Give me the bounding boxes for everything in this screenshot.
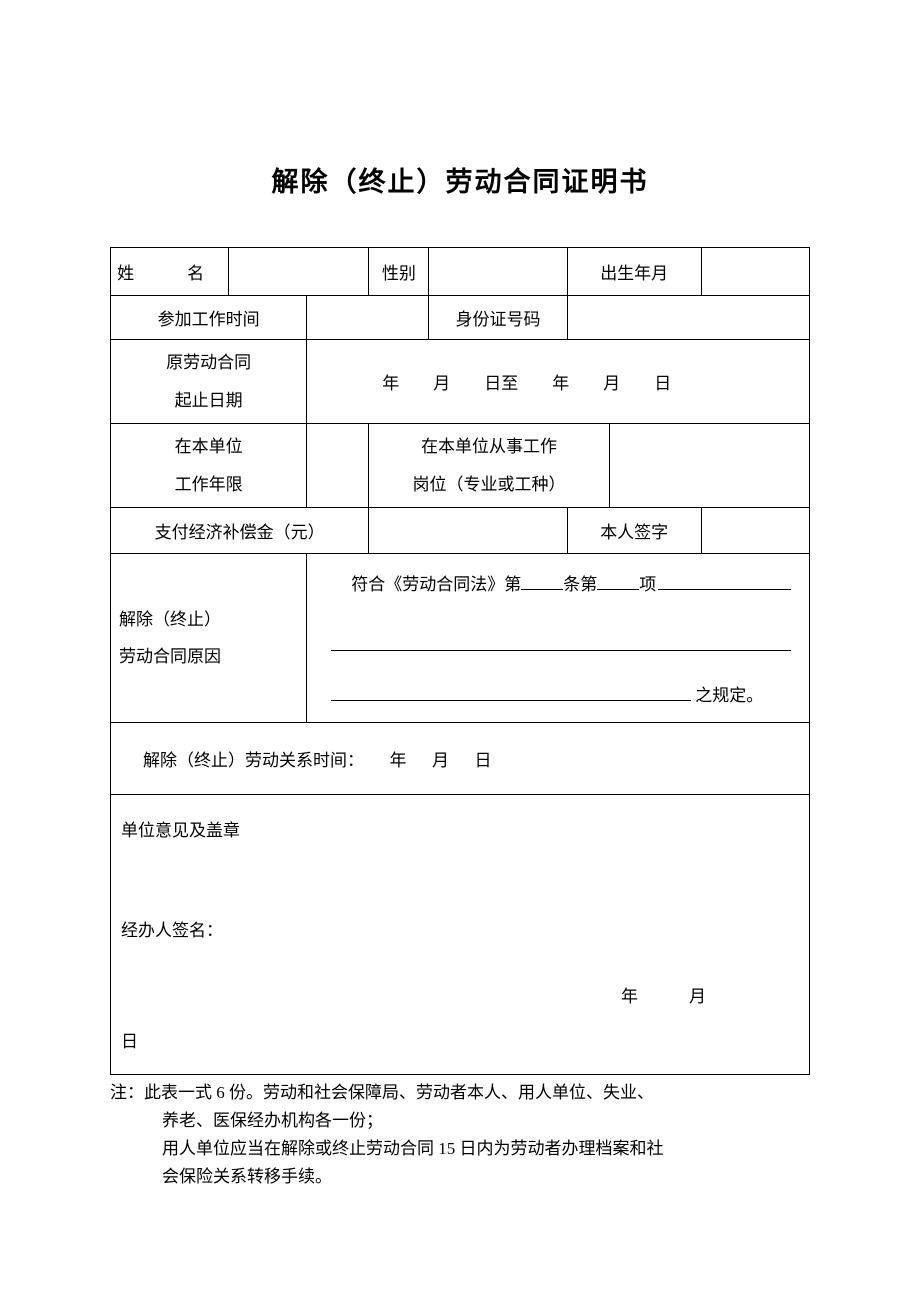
law-end: 之规定。 [695,681,763,706]
label-orig-contract-l1: 原劳动合同 [166,344,251,381]
stamp-day: 日 [121,1020,799,1064]
notes: 注：此表一式 6 份。劳动和社会保障局、劳动者本人、用人单位、失业、 养老、医保… [110,1079,810,1191]
field-gender[interactable] [429,248,567,296]
handler-label: 经办人签名： [121,909,799,953]
field-dob[interactable] [701,248,809,296]
label-join-date: 参加工作时间 [111,296,307,340]
field-id-no[interactable] [567,296,809,340]
blank-item[interactable] [597,572,639,590]
law-mid: 条第 [563,570,597,595]
label-compensation: 支付经济补偿金（元） [111,508,369,554]
stamp-date: 年 月 [121,975,799,1019]
field-join-date[interactable] [307,296,429,340]
label-position: 在本单位从事工作 岗位（专业或工种） [369,424,609,508]
label-gender: 性别 [369,248,429,296]
label-id-no: 身份证号码 [429,296,567,340]
label-dob: 出生年月 [567,248,701,296]
label-years-l1: 在本单位 [175,428,243,465]
law-prefix: 符合《劳动合同法》第 [351,570,521,595]
field-signature[interactable] [701,508,809,554]
blank-line[interactable] [331,623,791,651]
label-pos-l1: 在本单位从事工作 [421,428,557,465]
document-title: 解除（终止）劳动合同证明书 [110,160,810,199]
label-pos-l2: 岗位（专业或工种） [413,466,566,503]
label-orig-contract-l2: 起止日期 [175,382,243,419]
blank-tail[interactable] [658,572,791,590]
law-suffix: 项 [639,570,656,595]
label-name: 姓 名 [111,248,229,296]
label-years: 在本单位 工作年限 [111,424,307,508]
form-table: 姓 名 性别 出生年月 参加工作时间 身份证号码 原劳动合同 起止日期 年 月 … [110,247,810,1075]
field-termination-time[interactable]: 解除（终止）劳动关系时间： 年 月 日 [111,723,810,795]
blank-article[interactable] [521,572,563,590]
label-reason-l2: 劳动合同原因 [119,638,221,675]
label-reason-l1: 解除（终止） [119,601,221,638]
stamp-title: 单位意见及盖章 [121,809,799,853]
field-position[interactable] [609,424,809,508]
note-l3: 用人单位应当在解除或终止劳动合同 15 日内为劳动者办理档案和社 [110,1135,810,1163]
blank-line2[interactable] [331,683,691,701]
note-l4: 会保险关系转移手续。 [110,1163,810,1191]
field-name[interactable] [229,248,369,296]
note-l2: 养老、医保经办机构各一份； [110,1107,810,1135]
field-compensation[interactable] [369,508,567,554]
field-date-range[interactable]: 年 月 日至 年 月 日 [307,340,810,424]
field-stamp[interactable]: 单位意见及盖章 经办人签名： 年 月 日 [111,795,810,1075]
field-reason[interactable]: 符合《劳动合同法》第 条第 项 之规定。 [307,554,810,723]
label-signature: 本人签字 [567,508,701,554]
note-l1: 注：此表一式 6 份。劳动和社会保障局、劳动者本人、用人单位、失业、 [110,1079,810,1107]
label-years-l2: 工作年限 [175,466,243,503]
field-years[interactable] [307,424,369,508]
label-reason: 解除（终止） 劳动合同原因 [111,554,307,723]
label-orig-contract: 原劳动合同 起止日期 [111,340,307,424]
